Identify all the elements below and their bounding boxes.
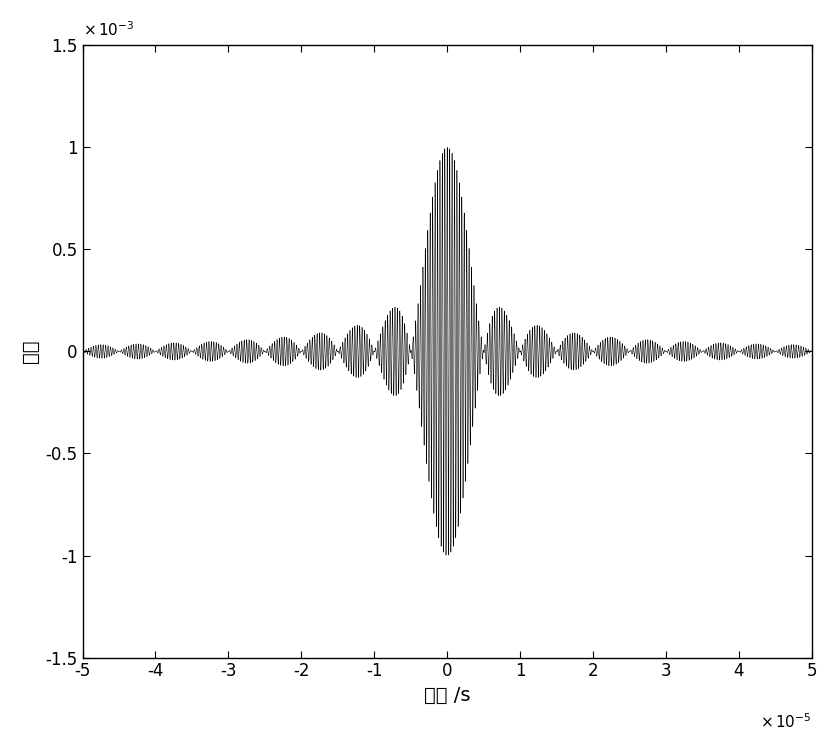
Text: $\times\,10^{-5}$: $\times\,10^{-5}$ [760, 712, 812, 731]
X-axis label: 时间 /s: 时间 /s [424, 686, 470, 705]
Text: $\times\,10^{-3}$: $\times\,10^{-3}$ [82, 20, 134, 39]
Y-axis label: 幅度: 幅度 [21, 340, 40, 363]
